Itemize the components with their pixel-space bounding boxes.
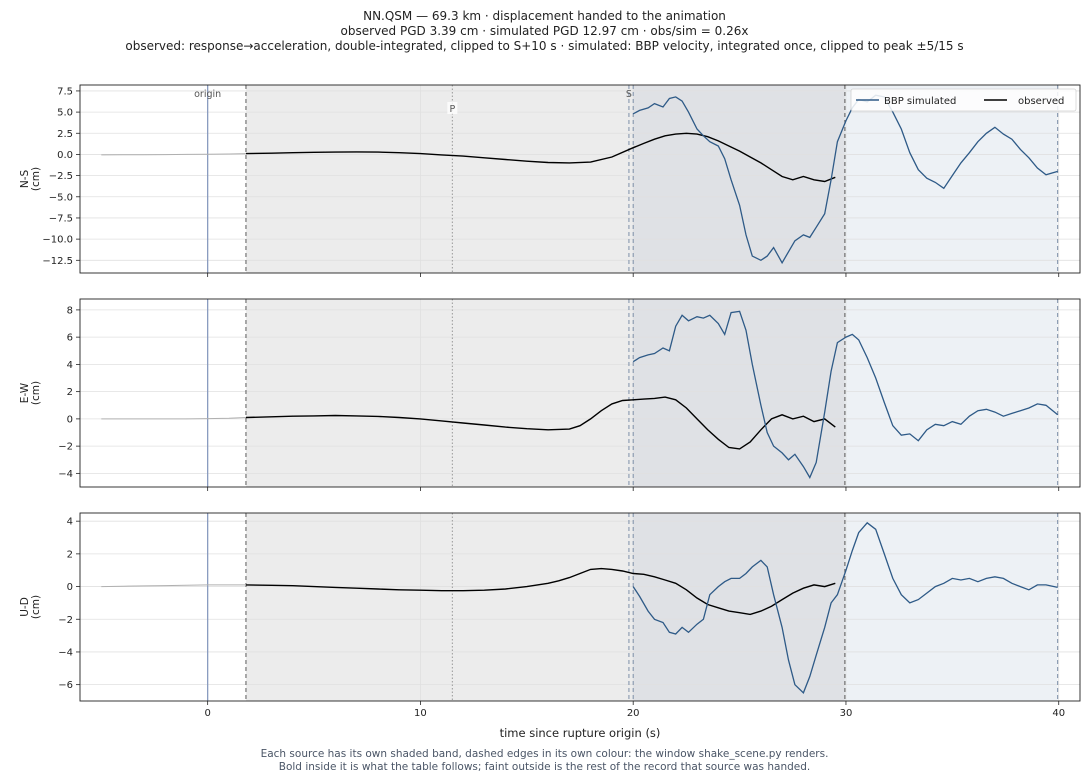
footer-note-line-1: Each source has its own shaded band, das… (260, 748, 829, 760)
y-tick-label: 0 (67, 582, 73, 593)
y-tick-label: 8 (67, 305, 73, 316)
observed-window-band (245, 513, 634, 701)
y-axis-label: U-D(cm) (19, 595, 42, 619)
y-axis-label-line: (cm) (30, 595, 42, 619)
panel-e-w: 8 6 4 2 0 −2 −4 E-W(cm) (19, 298, 1081, 491)
simulated-trace (632, 310, 1059, 479)
chart-title-line-3: observed: response→acceleration, double-… (125, 39, 964, 53)
legend-label-observed: observed (1018, 96, 1064, 107)
observed-trace (245, 132, 836, 183)
simulated-trace (632, 521, 1058, 694)
x-tick-label: 10 (414, 708, 427, 719)
y-tick-label: 4 (67, 517, 73, 528)
y-tick-label: −2.5 (49, 171, 73, 182)
x-axis-label: time since rupture origin (s) (500, 726, 661, 740)
y-tick-label: −7.5 (49, 213, 73, 224)
y-tick-label: 0.0 (57, 150, 73, 161)
overlap-window-band (633, 299, 845, 487)
y-axis-label-line: U-D (19, 597, 31, 617)
x-tick-label: 0 (204, 708, 210, 719)
legend-box (850, 88, 1077, 112)
y-tick-label: 0 (67, 414, 73, 425)
p-label-background (447, 102, 458, 114)
overlap-window-band (633, 513, 845, 701)
panel-n-s: 7.5 5.0 2.5 0.0 −2.5 −5.0 −7.5 −10.0 −12.5 N-S(cm… (19, 84, 1081, 277)
y-axis-label: E-W(cm) (19, 381, 42, 405)
simulated-window-band (844, 513, 1058, 701)
x-tick-label: 30 (840, 708, 853, 719)
y-axis-label: N-S(cm) (19, 167, 42, 191)
y-tick-label: −2 (58, 442, 73, 453)
y-tick-label: 4 (67, 360, 73, 371)
y-axis-label-line: N-S (19, 170, 31, 189)
observed-trace-faint (101, 417, 247, 420)
axes-frame (79, 84, 1081, 274)
y-tick-label: −4 (58, 469, 73, 480)
y-axis-label-line: (cm) (30, 381, 42, 405)
x-tick-label: 20 (627, 708, 640, 719)
y-tick-label: 2 (67, 549, 73, 560)
chart-title-line-2: observed PGD 3.39 cm · simulated PGD 12.… (340, 24, 749, 38)
simulated-window-band (844, 299, 1058, 487)
y-tick-label: −2 (58, 615, 73, 626)
legend-label-simulated: BBP simulated (884, 96, 956, 107)
observed-trace-faint (101, 153, 247, 156)
chart-title-line-1: NN.QSM — 69.3 km · displacement handed t… (363, 9, 726, 23)
footer-note-line-2: Bold inside it is what the table follows… (278, 761, 811, 773)
p-arrival-label: P (449, 104, 455, 115)
y-tick-label: 7.5 (57, 86, 73, 97)
y-tick-label: −5.0 (49, 192, 73, 203)
s-arrival-label: S (626, 89, 632, 100)
observed-trace-faint (101, 584, 246, 588)
y-tick-label: −12.5 (42, 256, 73, 267)
y-tick-label: 2.5 (57, 129, 73, 140)
y-axis-label-line: (cm) (30, 167, 42, 191)
observed-trace (245, 567, 836, 616)
y-tick-label: 2 (67, 387, 73, 398)
origin-label: origin (194, 89, 221, 100)
y-tick-label: −6 (58, 680, 73, 691)
axes-frame (79, 512, 1081, 702)
axes-frame (79, 298, 1081, 488)
y-axis-label-line: E-W (19, 382, 31, 403)
observed-window-band (245, 85, 634, 273)
y-tick-label: −4 (58, 647, 73, 658)
y-tick-label: 6 (67, 333, 73, 344)
observed-trace (245, 396, 836, 450)
observed-window-band (245, 299, 634, 487)
simulated-window-band (844, 85, 1058, 273)
y-tick-label: 5.0 (57, 108, 73, 119)
y-tick-label: −10.0 (42, 235, 73, 246)
x-tick-label: 40 (1052, 708, 1065, 719)
simulated-trace (632, 94, 1058, 265)
